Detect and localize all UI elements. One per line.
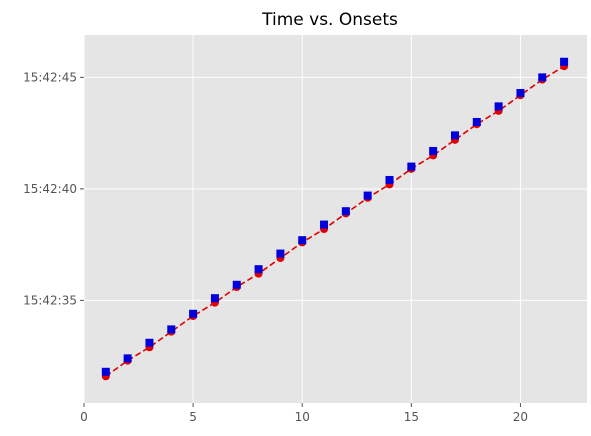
y-axis: 15:42:35 15:42:40 15:42:45 xyxy=(23,70,84,307)
x-tick-label: 15 xyxy=(404,410,419,424)
x-axis: 0 5 10 15 20 xyxy=(80,403,528,424)
data-point-square xyxy=(145,338,154,347)
data-point-square xyxy=(320,220,329,229)
data-point-square xyxy=(167,325,176,334)
x-tick-label: 5 xyxy=(189,410,197,424)
data-point-square xyxy=(276,249,285,258)
y-tick-label: 15:42:35 xyxy=(23,293,77,307)
y-tick-label: 15:42:40 xyxy=(23,182,77,196)
data-point-square xyxy=(363,191,372,200)
x-tick-label: 10 xyxy=(295,410,310,424)
data-point-square xyxy=(254,265,263,274)
data-point-square xyxy=(429,146,438,155)
data-point-square xyxy=(123,354,132,363)
data-point-square xyxy=(407,162,416,171)
data-point-square xyxy=(101,367,110,376)
data-point-square xyxy=(516,88,525,97)
data-point-square xyxy=(494,102,503,111)
data-point-square xyxy=(385,175,394,184)
series-line-dashed xyxy=(105,65,565,377)
data-point-square xyxy=(298,236,307,245)
x-tick-label: 20 xyxy=(513,410,528,424)
data-point-square xyxy=(341,207,350,216)
chart-title: Time vs. Onsets xyxy=(261,10,398,30)
y-tick-label: 15:42:45 xyxy=(23,70,77,84)
data-point-square xyxy=(189,309,198,318)
x-tick-label: 0 xyxy=(80,410,88,424)
data-point-square xyxy=(560,57,569,66)
data-point-square xyxy=(472,117,481,126)
data-point-square xyxy=(210,294,219,303)
data-point-square xyxy=(232,280,241,289)
series-layer xyxy=(101,57,569,381)
data-point-square xyxy=(538,73,547,82)
data-point-square xyxy=(450,131,459,140)
plot-area xyxy=(84,35,587,403)
